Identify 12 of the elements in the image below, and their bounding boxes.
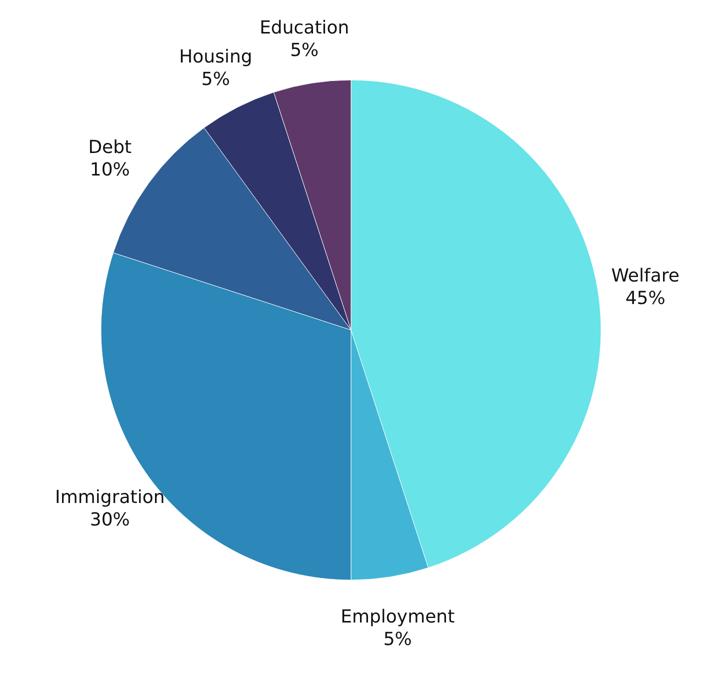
data-label: 10% [90, 159, 130, 180]
slice-label: Debt [88, 136, 132, 158]
slice-label: Employment [340, 606, 455, 628]
data-label: 45% [625, 288, 666, 309]
data-label: 5% [383, 628, 412, 650]
data-label: 30% [90, 510, 130, 531]
data-label: 5% [201, 68, 230, 90]
slice-label: Immigration [55, 487, 165, 508]
slice-label: Housing [179, 46, 252, 68]
slice-label: Education [260, 18, 350, 39]
data-label: 5% [290, 40, 319, 62]
slice-label: Welfare [611, 265, 680, 286]
